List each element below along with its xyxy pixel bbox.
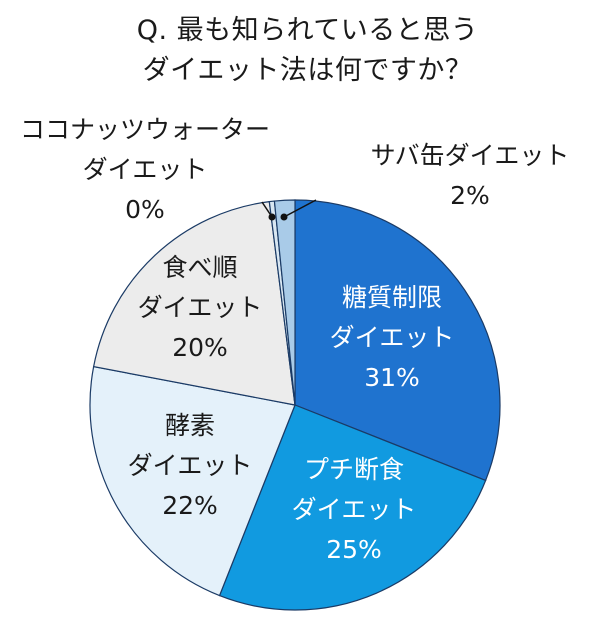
slice-label-3: 酵素ダイエット 22% (128, 411, 253, 520)
pie-slice-1 (294, 199, 501, 482)
slice-label-4: 食べ順ダイエット 20% (138, 253, 263, 362)
leader-line-6 (283, 199, 317, 218)
slice-label-5: ココナッツウォーターダイエット 0% (20, 115, 270, 224)
slice-label-2: プチ断食ダイエット 25% (292, 455, 417, 564)
slice-label-1: 糖質制限ダイエット 31% (330, 283, 455, 392)
pie-slice-2 (218, 404, 487, 611)
chart-title-line-1: Q. 最も知られていると思う (136, 15, 479, 46)
chart-title-line-2: ダイエット法は何ですか？ (142, 55, 473, 86)
pie-slice-4 (92, 200, 296, 406)
pie-slice-6 (273, 199, 296, 406)
slice-label-6: サバ缶ダイエット 2% (371, 141, 570, 210)
leader-dot-5 (268, 213, 276, 221)
leader-dot-6 (280, 213, 288, 221)
pie-slice-3 (89, 365, 296, 597)
